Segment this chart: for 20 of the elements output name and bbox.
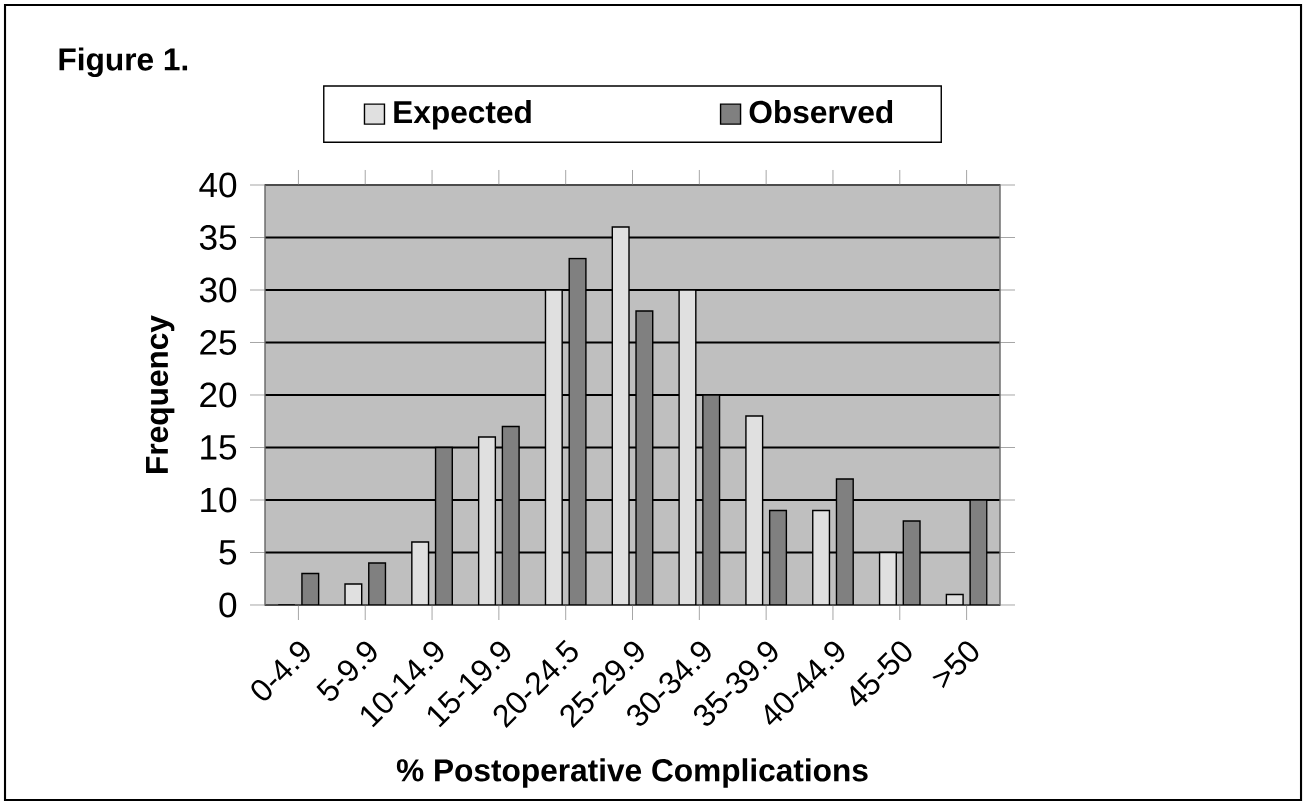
bar (368, 562, 387, 605)
y-tick-label: 20 (200, 382, 237, 408)
bar (812, 509, 831, 605)
bar (878, 551, 897, 605)
x-tick-label: >50 (932, 641, 979, 689)
y-tick-label: 5 (219, 540, 237, 565)
y-axis-title: Frequency (146, 315, 175, 473)
y-tick-label: 10 (201, 487, 237, 513)
y-tick-label: 25 (200, 330, 237, 355)
legend-label: Expected (394, 100, 531, 130)
bar (477, 436, 497, 605)
y-tick-label: 15 (201, 435, 237, 460)
y-tick-label: 0 (219, 592, 237, 618)
y-tick-label: 40 (199, 172, 237, 198)
y-tick-label: 35 (199, 225, 237, 250)
y-tick-label: 30 (199, 277, 237, 303)
legend-label: Observed (749, 100, 893, 124)
chart-title: Figure 1. (59, 47, 188, 78)
x-axis-title: % Postoperative Complications (396, 758, 868, 788)
bar (301, 572, 320, 605)
